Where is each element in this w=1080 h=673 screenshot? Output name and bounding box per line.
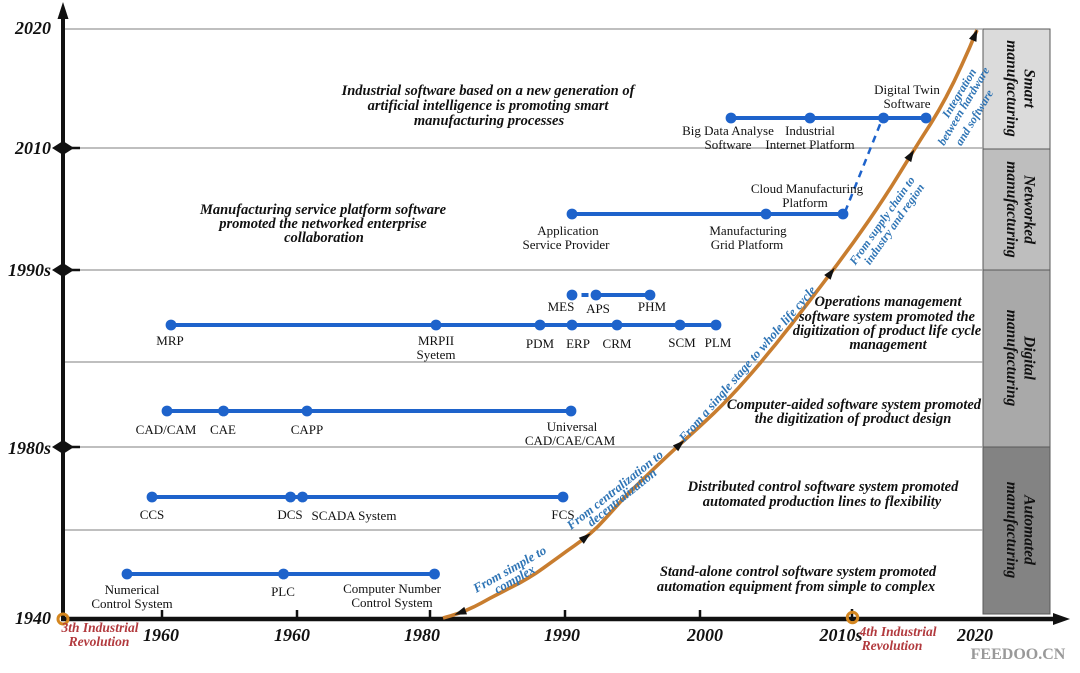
svg-text:Operations management: Operations management xyxy=(814,294,962,310)
svg-text:CCS: CCS xyxy=(140,507,165,522)
svg-text:SCM: SCM xyxy=(668,335,696,350)
svg-text:software system promoted the: software system promoted the xyxy=(798,309,976,325)
svg-text:2000: 2000 xyxy=(686,625,723,645)
svg-text:Numerical: Numerical xyxy=(105,582,160,597)
svg-text:Industrial: Industrial xyxy=(785,123,835,138)
svg-text:Grid Platform: Grid Platform xyxy=(711,237,784,252)
svg-text:manufacturing processes: manufacturing processes xyxy=(414,113,565,129)
svg-text:artificial intelligence is pro: artificial intelligence is promoting sma… xyxy=(368,98,610,114)
svg-text:1960: 1960 xyxy=(143,625,179,645)
svg-text:manufacturing: manufacturing xyxy=(1003,310,1020,407)
svg-text:Cloud Manufacturing: Cloud Manufacturing xyxy=(751,181,864,196)
svg-text:2010s: 2010s xyxy=(818,625,862,645)
svg-text:MRP: MRP xyxy=(156,333,183,348)
svg-text:Digital: Digital xyxy=(1021,335,1038,381)
svg-text:2020: 2020 xyxy=(956,625,993,645)
svg-text:FCS: FCS xyxy=(551,507,574,522)
svg-text:Internet Platform: Internet Platform xyxy=(765,137,854,152)
svg-text:1980s: 1980s xyxy=(8,438,51,458)
svg-text:Manufacturing service platform: Manufacturing service platform software xyxy=(199,202,447,218)
svg-text:4th Industrial: 4th Industrial xyxy=(859,624,937,639)
svg-text:Networked: Networked xyxy=(1021,174,1038,244)
svg-text:digitization of product life c: digitization of product life cycle xyxy=(793,323,982,339)
svg-text:2010: 2010 xyxy=(14,138,51,158)
svg-text:Industrial software based on a: Industrial software based on a new gener… xyxy=(341,83,637,99)
svg-text:Control System: Control System xyxy=(351,595,432,610)
svg-text:automation equipment from simp: automation equipment from simple to comp… xyxy=(657,579,935,595)
svg-text:PDM: PDM xyxy=(526,336,555,351)
svg-text:Revolution: Revolution xyxy=(68,634,130,649)
svg-text:1990: 1990 xyxy=(544,625,580,645)
svg-text:FEEDOO.CN: FEEDOO.CN xyxy=(971,646,1066,663)
svg-text:CAE: CAE xyxy=(210,422,236,437)
svg-text:Distributed control software s: Distributed control software system prom… xyxy=(687,479,959,495)
svg-text:Platform: Platform xyxy=(782,195,828,210)
svg-text:MES: MES xyxy=(548,299,575,314)
svg-text:CRM: CRM xyxy=(603,336,632,351)
svg-text:Software: Software xyxy=(884,96,931,111)
svg-text:Syetem: Syetem xyxy=(417,347,456,362)
svg-text:Revolution: Revolution xyxy=(861,638,923,653)
svg-text:the digitization of product de: the digitization of product design xyxy=(755,411,952,427)
svg-text:Application: Application xyxy=(537,223,599,238)
svg-text:Smart: Smart xyxy=(1021,69,1038,108)
svg-text:Universal: Universal xyxy=(547,419,598,434)
svg-text:1990s: 1990s xyxy=(8,260,51,280)
svg-text:management: management xyxy=(849,337,927,353)
svg-text:Control System: Control System xyxy=(91,596,172,611)
svg-text:Service Provider: Service Provider xyxy=(522,237,610,252)
svg-text:automated production lines to: automated production lines to flexibilit… xyxy=(703,494,942,510)
svg-text:Computer-aided software system: Computer-aided software system promoted xyxy=(727,397,982,413)
svg-text:ERP: ERP xyxy=(566,336,590,351)
svg-text:3th Industrial: 3th Industrial xyxy=(61,620,139,635)
svg-text:MRPII: MRPII xyxy=(418,333,454,348)
svg-text:SCADA System: SCADA System xyxy=(312,508,397,523)
svg-text:1960: 1960 xyxy=(274,625,310,645)
svg-text:collaboration: collaboration xyxy=(284,230,364,246)
svg-text:CAD/CAE/CAM: CAD/CAE/CAM xyxy=(525,433,616,448)
svg-text:Big Data Analyse: Big Data Analyse xyxy=(682,123,774,138)
svg-text:DCS: DCS xyxy=(277,507,302,522)
svg-text:PHM: PHM xyxy=(638,299,667,314)
svg-text:Software: Software xyxy=(705,137,752,152)
svg-text:Digital Twin: Digital Twin xyxy=(874,82,940,97)
svg-text:Computer Number: Computer Number xyxy=(343,581,442,596)
svg-text:manufacturing: manufacturing xyxy=(1003,40,1020,137)
svg-text:manufacturing: manufacturing xyxy=(1003,482,1020,579)
svg-text:1980: 1980 xyxy=(404,625,440,645)
svg-text:1940: 1940 xyxy=(15,608,51,628)
svg-text:PLM: PLM xyxy=(705,335,732,350)
svg-text:Manufacturing: Manufacturing xyxy=(709,223,787,238)
svg-text:manufacturing: manufacturing xyxy=(1003,161,1020,258)
svg-text:Automated: Automated xyxy=(1021,494,1038,565)
svg-text:Stand-alone control software s: Stand-alone control software system prom… xyxy=(660,564,937,580)
svg-text:APS: APS xyxy=(586,301,610,316)
svg-text:CAPP: CAPP xyxy=(291,422,324,437)
svg-text:CAD/CAM: CAD/CAM xyxy=(136,422,197,437)
svg-text:2020: 2020 xyxy=(14,18,51,38)
svg-text:promoted the networked enterpr: promoted the networked enterprise xyxy=(217,216,427,232)
svg-text:PLC: PLC xyxy=(271,584,295,599)
